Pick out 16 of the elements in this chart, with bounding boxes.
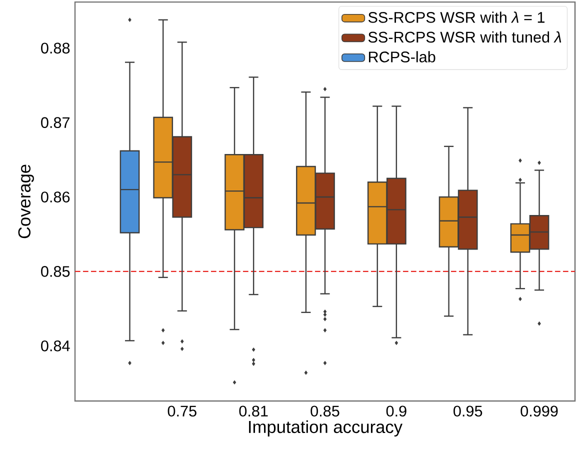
x-tick-label: 0.999	[520, 406, 558, 417]
y-axis-title: Coverage	[18, 164, 34, 238]
x-axis-title: Imputation accuracy	[249, 420, 402, 437]
x-tick-label: 0.85	[310, 406, 340, 417]
x-tick-label: 0.75	[168, 406, 196, 417]
legend-label: RCPS-lab	[368, 51, 436, 62]
legend-label: SS-RCPS WSR with tuned λ	[368, 31, 562, 43]
x-tick-label: 0.95	[454, 406, 482, 417]
y-tick-label: 0.84	[41, 340, 70, 352]
y-tick-label: 0.88	[41, 42, 70, 54]
y-tick-label: 0.86	[41, 192, 70, 202]
y-tick-label: 0.85	[41, 266, 70, 277]
legend-label: SS-RCPS WSR with λ = 1	[368, 12, 544, 23]
x-tick-label: 0.81	[239, 406, 268, 417]
x-tick-label: 0.9	[386, 406, 406, 417]
y-tick-label: 0.87	[41, 117, 70, 128]
